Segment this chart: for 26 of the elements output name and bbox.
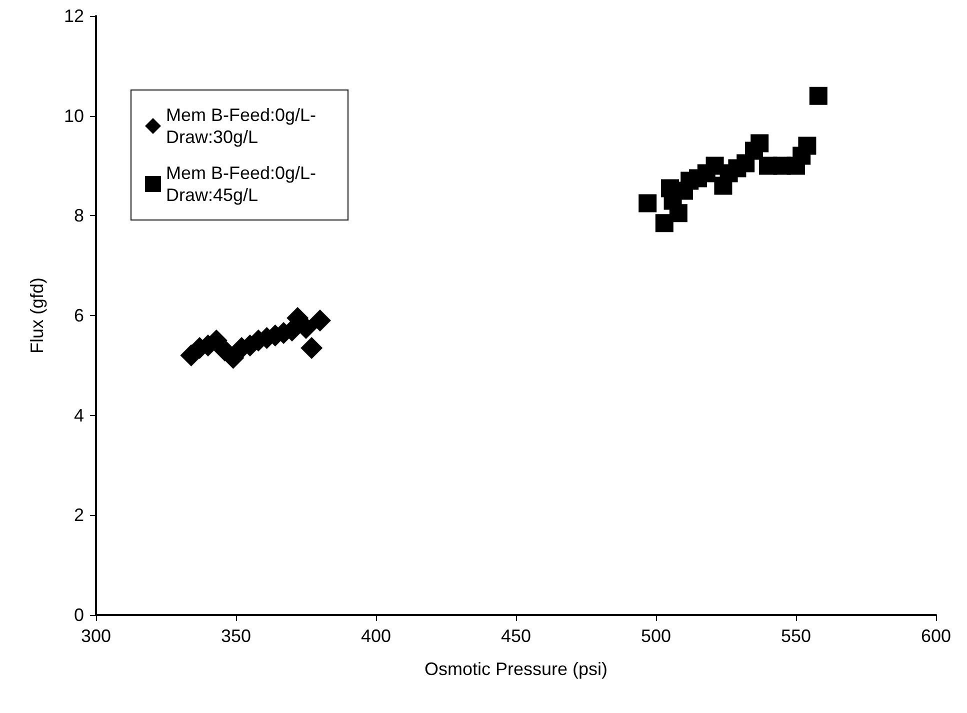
point (638, 194, 657, 212)
y-tick-label: 10 (64, 106, 84, 126)
x-tick-label: 500 (640, 626, 672, 646)
x-tick-label: 550 (780, 626, 812, 646)
point (809, 86, 828, 105)
y-tick-label: 4 (74, 405, 84, 426)
legend-label: Mem B-Feed:0g/L-Draw:45g/L (166, 163, 316, 205)
point (750, 134, 769, 152)
x-tick-label: 350 (220, 626, 252, 646)
point (655, 214, 674, 232)
y-tick-label: 8 (74, 206, 84, 226)
x-tick-label: 300 (80, 626, 112, 646)
y-tick-label: 6 (74, 306, 84, 326)
y-tick-label: 0 (74, 605, 84, 625)
y-tick-label: 12 (64, 6, 84, 26)
x-tick-label: 600 (920, 626, 952, 646)
x-tick-label: 450 (500, 626, 532, 646)
point (300, 336, 323, 359)
point (669, 204, 688, 222)
y-axis-title: Flux (gfd) (27, 277, 47, 354)
point (309, 309, 331, 332)
legend-label: Mem B-Feed:0g/L-Draw:30g/L (166, 105, 316, 147)
x-axis-title: Osmotic Pressure (psi) (424, 659, 608, 679)
y-tick-label: 2 (74, 505, 84, 526)
point (798, 136, 816, 155)
x-tick-label: 400 (360, 626, 392, 646)
